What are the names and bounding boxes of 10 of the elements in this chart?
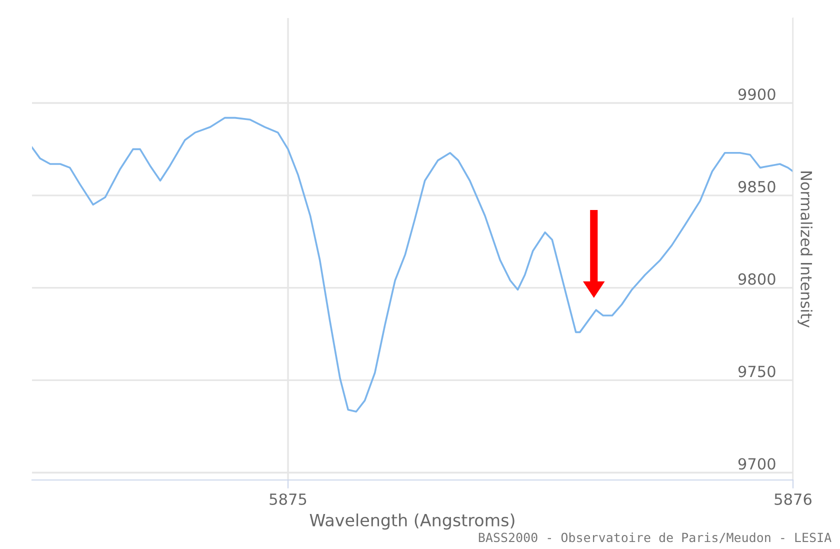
x-tick-label: 5876 bbox=[774, 493, 812, 506]
text: BASS2000 - Observatoire de Paris/Meudon - LESIA bbox=[478, 532, 832, 544]
y-tick-label: 9800 bbox=[738, 273, 776, 285]
y-tick-label: 9900 bbox=[738, 88, 776, 100]
x-tick-label: 5875 bbox=[270, 493, 306, 506]
y-tick-label: 9850 bbox=[738, 180, 776, 192]
y-tick-label: 9750 bbox=[738, 366, 776, 378]
x-axis-title: Wavelength (Angstroms) bbox=[310, 514, 514, 530]
y-tick-label: 9700 bbox=[738, 458, 776, 470]
y-axis-title: Normalized Intensity bbox=[798, 172, 812, 328]
